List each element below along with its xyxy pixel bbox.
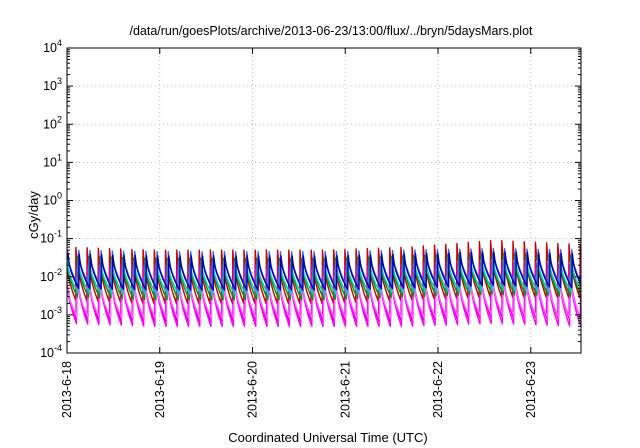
x-tick-label: 2013-6-18: [60, 361, 74, 418]
x-tick-label: 2013-6-21: [338, 361, 352, 418]
y-tick-label: 103: [43, 76, 62, 93]
series-line: [66, 273, 581, 320]
y-tick-label: 10-2: [40, 267, 62, 284]
y-tick-label: 10-3: [40, 305, 62, 322]
series-line: [66, 255, 582, 295]
y-tick-label: 10-1: [40, 229, 62, 246]
y-tick-label: 10-4: [40, 343, 62, 360]
series-group: [66, 240, 582, 328]
y-tick-label: 104: [43, 38, 62, 55]
x-tick-label: 2013-6-23: [524, 361, 538, 418]
y-tick-label: 101: [43, 152, 62, 169]
y-tick-labels: 10-4 10-3 10-2 10-1 100 101 102 103 104: [40, 38, 62, 360]
x-tick-label: 2013-6-22: [431, 361, 445, 418]
chart-title: /data/run/goesPlots/archive/2013-06-23/1…: [129, 24, 533, 38]
x-tick-label: 2013-6-19: [153, 361, 167, 418]
y-tick-label: 100: [43, 191, 62, 208]
x-tick-labels: 2013-6-18 2013-6-19 2013-6-20 2013-6-21 2013…: [60, 361, 538, 418]
y-tick-label: 102: [43, 114, 62, 131]
series-line: [67, 251, 582, 291]
y-axis-label: cGy/day: [26, 191, 41, 239]
tick-marks: [66, 47, 581, 354]
x-axis-label: Coordinated Universal Time (UTC): [228, 430, 427, 445]
x-tick-label: 2013-6-20: [246, 361, 260, 418]
